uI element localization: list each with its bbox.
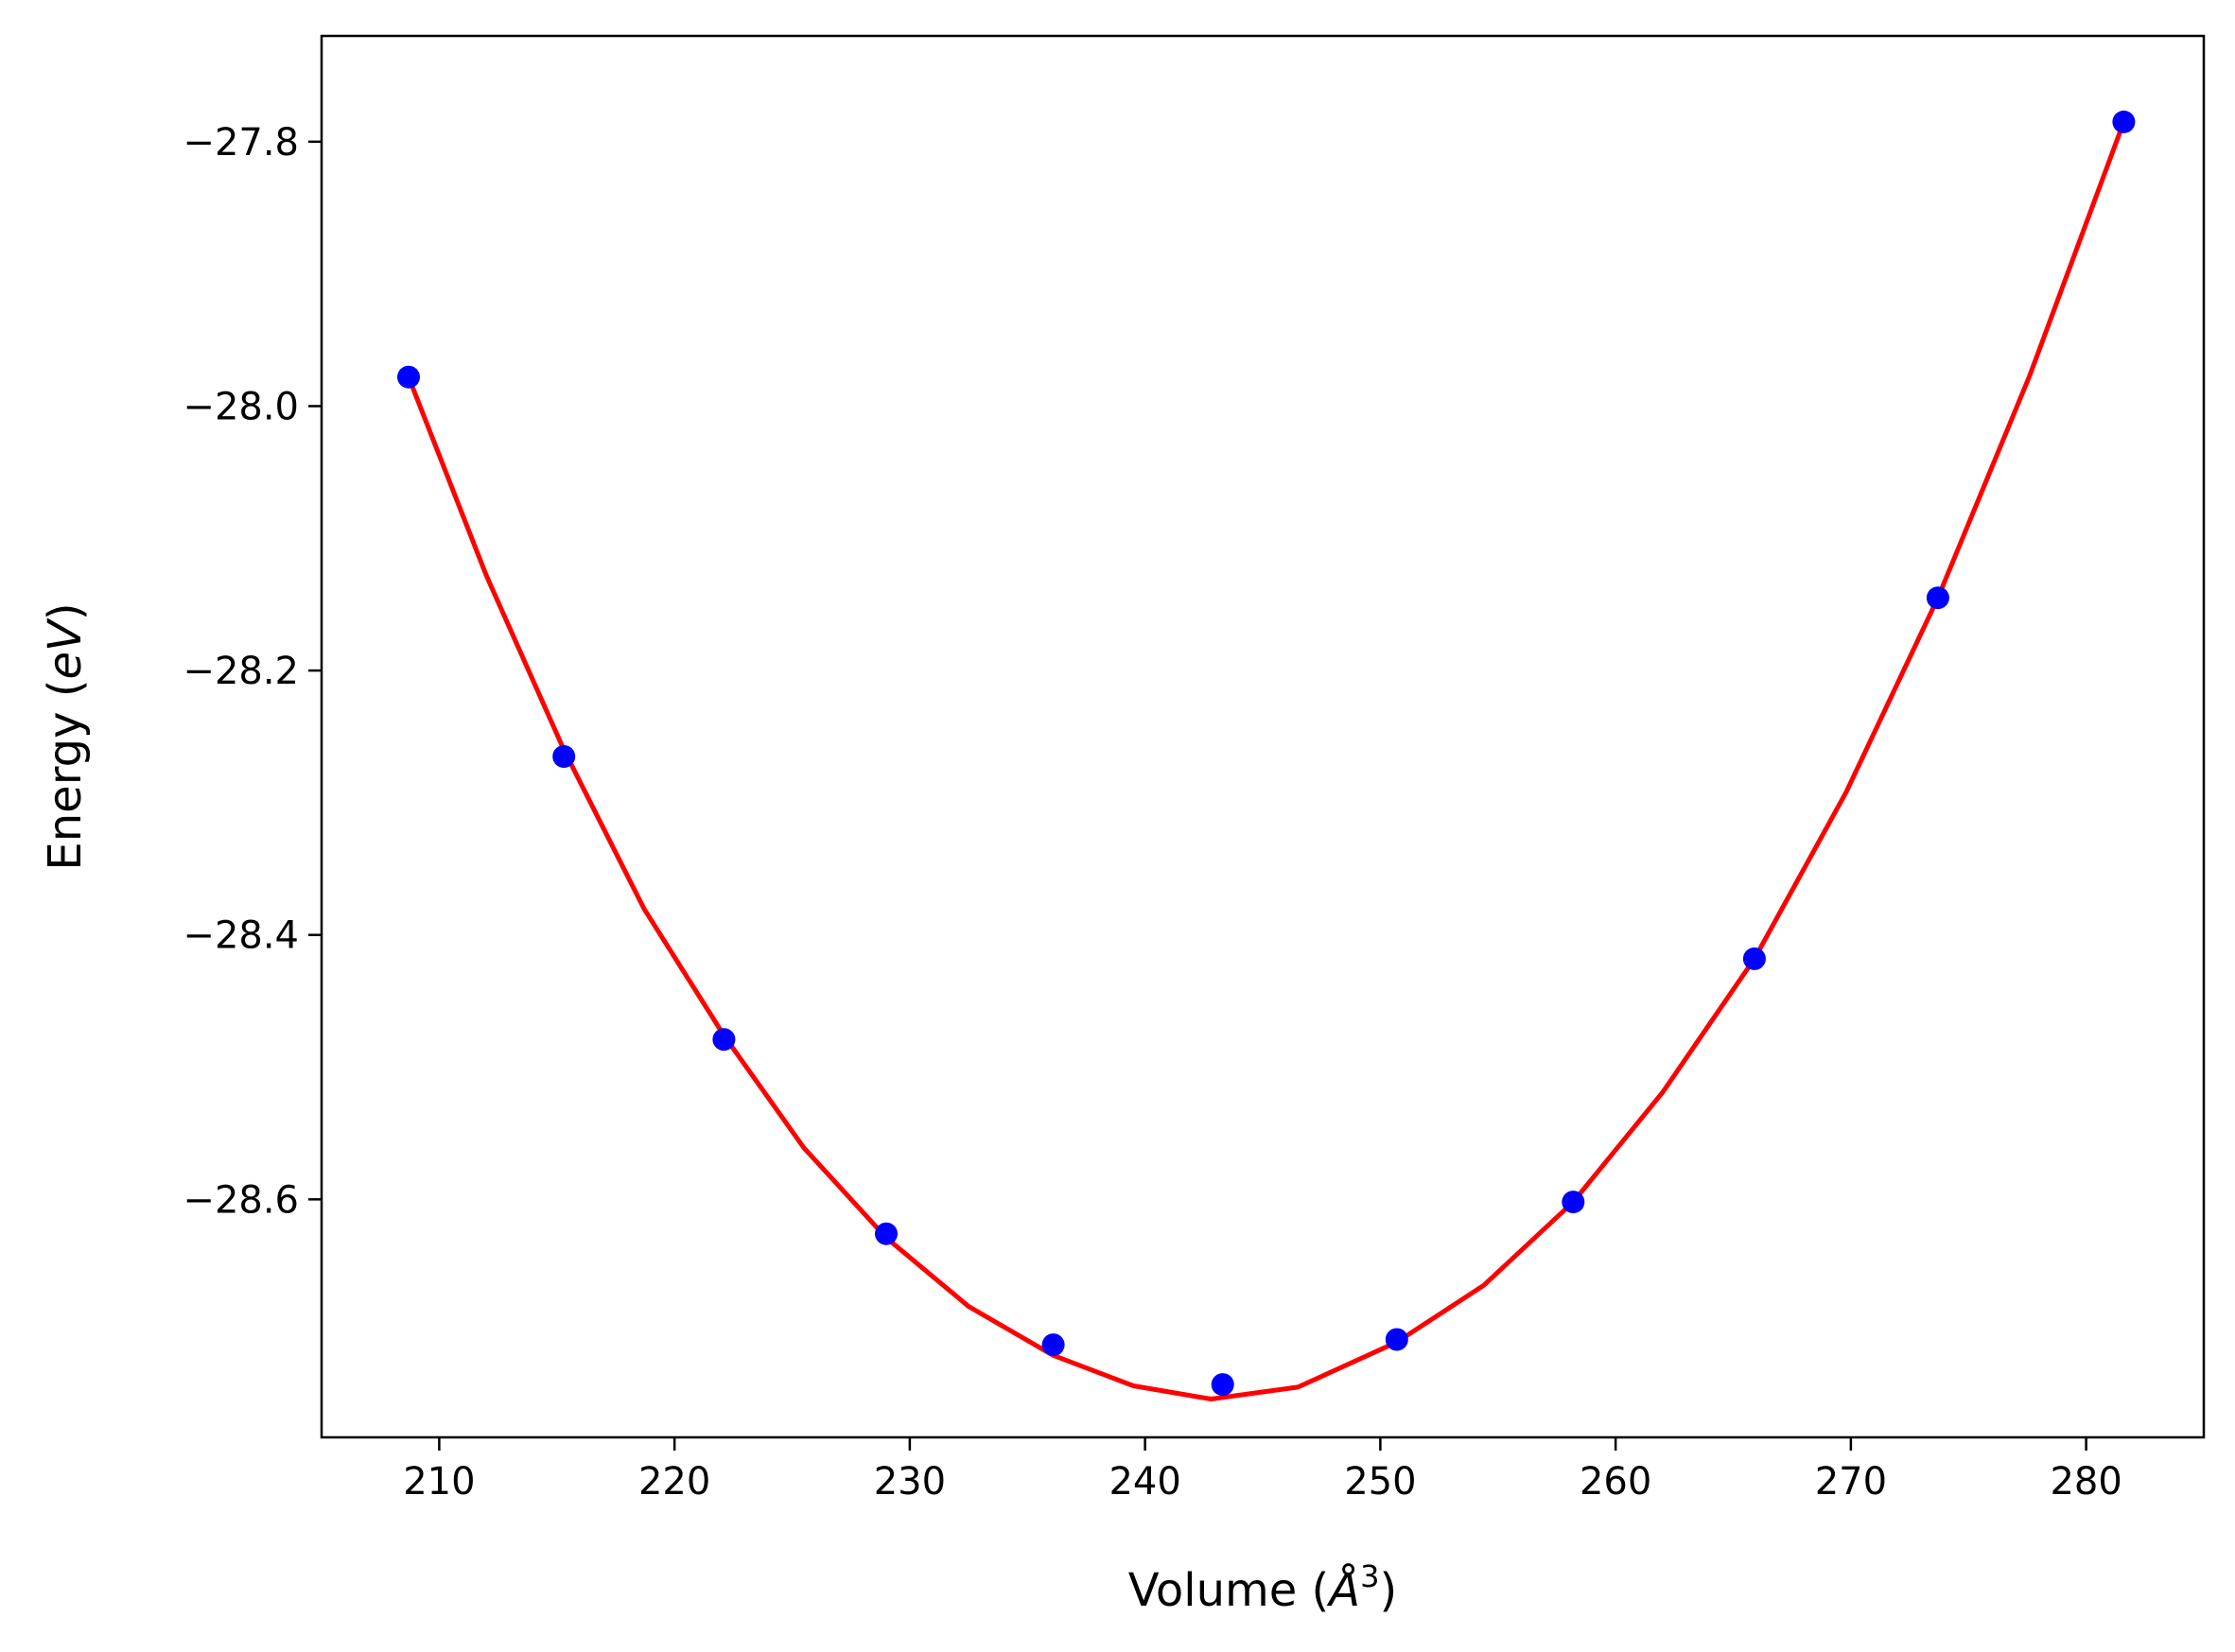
- data-point: [1041, 1333, 1065, 1357]
- data-point: [712, 1028, 736, 1052]
- y-tick-label: −28.0: [183, 385, 299, 428]
- y-axis-label: Energy (eV): [39, 602, 92, 870]
- data-point: [1742, 947, 1766, 970]
- data-point: [1211, 1373, 1234, 1397]
- data-point: [875, 1222, 898, 1245]
- data-point: [1385, 1328, 1408, 1351]
- x-tick-label: 220: [638, 1460, 710, 1504]
- data-point: [2112, 110, 2136, 133]
- data-point: [552, 745, 576, 768]
- x-tick-label: 250: [1344, 1460, 1416, 1504]
- x-axis-label: Volume (Å3): [1128, 1558, 1397, 1617]
- fit-curve: [406, 119, 2126, 1401]
- y-tick-label: −28.4: [183, 914, 299, 958]
- y-axis-ticks: −27.8 −28.0 −28.2 −28.4 −28.6: [183, 121, 322, 1222]
- x-tick-label: 260: [1580, 1460, 1651, 1504]
- x-tick-label: 230: [874, 1460, 946, 1504]
- x-axis-ticks: 210 220 230 240 250 260 270 280: [403, 1437, 2122, 1504]
- data-point: [397, 365, 420, 389]
- data-points-layer: [397, 110, 2136, 1397]
- x-tick-label: 270: [1815, 1460, 1887, 1504]
- y-tick-label: −28.2: [183, 650, 299, 693]
- y-tick-label: −28.6: [183, 1178, 299, 1222]
- data-point: [1562, 1191, 1585, 1214]
- plot-area: [322, 36, 2204, 1437]
- y-tick-label: −27.8: [183, 121, 299, 165]
- x-tick-label: 240: [1109, 1460, 1180, 1504]
- x-tick-label: 280: [2050, 1460, 2122, 1504]
- data-point: [1926, 586, 1949, 610]
- plot-frame: [320, 34, 2206, 1439]
- fit-curve-layer: [406, 119, 2126, 1401]
- x-tick-label: 210: [403, 1460, 475, 1504]
